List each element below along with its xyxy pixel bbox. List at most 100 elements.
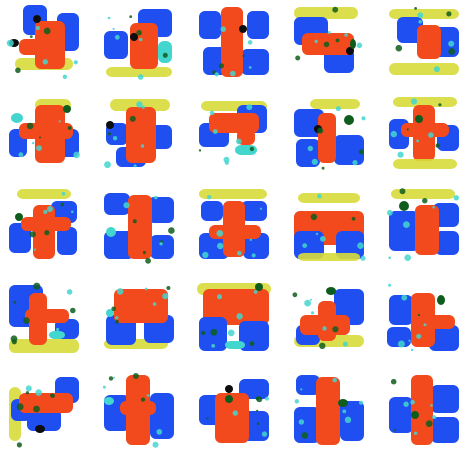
- sample-r5-c4: [290, 371, 368, 449]
- noise-speck: [311, 311, 315, 315]
- noise-speck: [302, 243, 308, 248]
- noise-speck: [18, 152, 24, 158]
- blue-blob: [429, 325, 459, 351]
- sample-r3-c5: [385, 187, 462, 265]
- noise-speck: [388, 256, 391, 259]
- red-blob: [318, 301, 336, 341]
- green-blob: [255, 283, 263, 291]
- yellow-blob: [294, 7, 358, 19]
- yellow-blob: [106, 67, 172, 77]
- noise-speck: [446, 11, 452, 17]
- noise-speck: [26, 122, 34, 130]
- red-blob: [35, 21, 65, 69]
- blue-blob: [387, 327, 411, 347]
- sample-image: [290, 95, 368, 173]
- sample-r2-c2: [100, 95, 178, 173]
- noise-speck: [115, 319, 119, 324]
- noise-speck: [403, 221, 410, 228]
- sample-image: [290, 279, 368, 357]
- sample-r4-c1: [5, 279, 83, 357]
- noise-speck: [448, 48, 456, 55]
- yellow-blob: [298, 253, 360, 261]
- noise-speck: [33, 248, 37, 251]
- sample-r3-c4: [290, 187, 368, 265]
- noise-speck: [335, 38, 340, 43]
- blue-blob: [243, 233, 269, 259]
- yellow-blob: [389, 9, 459, 19]
- sample-r4-c5: [385, 279, 462, 357]
- noise-speck: [15, 67, 21, 74]
- sample-r5-c5: [385, 371, 462, 449]
- noise-speck: [107, 16, 111, 20]
- blue-blob: [336, 231, 364, 259]
- blue-blob: [148, 197, 174, 223]
- noise-speck: [216, 230, 224, 237]
- sample-image: [100, 95, 178, 173]
- noise-speck: [198, 149, 202, 152]
- noise-speck: [166, 286, 171, 290]
- noise-speck: [112, 376, 115, 379]
- noise-speck: [201, 330, 206, 336]
- noise-speck: [416, 333, 422, 339]
- green-blob: [225, 395, 233, 403]
- noise-speck: [168, 227, 175, 234]
- noise-speck: [410, 348, 414, 352]
- yellow-blob: [199, 189, 267, 199]
- red-blob: [25, 309, 69, 323]
- sample-r1-c3: [195, 3, 273, 81]
- noise-speck: [232, 410, 238, 416]
- green-blob: [338, 399, 348, 407]
- noise-speck: [32, 141, 35, 145]
- blue-blob: [57, 227, 77, 255]
- sample-r3-c1: [5, 187, 83, 265]
- noise-speck: [16, 442, 22, 448]
- noise-speck: [448, 40, 455, 47]
- sample-image: [5, 187, 83, 265]
- cyan-blob: [225, 341, 245, 349]
- red-blob: [120, 401, 156, 415]
- red-blob: [417, 25, 441, 59]
- noise-speck: [36, 145, 42, 151]
- noise-speck: [248, 66, 252, 69]
- sample-image: [195, 3, 273, 81]
- cyan-blob: [106, 227, 116, 237]
- noise-speck: [249, 341, 255, 347]
- noise-speck: [246, 104, 253, 111]
- noise-speck: [154, 195, 158, 200]
- noise-speck: [70, 307, 76, 314]
- noise-speck: [116, 288, 124, 295]
- sample-image: [100, 279, 178, 357]
- noise-speck: [29, 231, 36, 238]
- noise-speck: [249, 146, 255, 152]
- red-blob: [411, 315, 455, 329]
- blue-blob: [431, 417, 459, 443]
- sample-image: [385, 371, 462, 449]
- blue-blob: [27, 409, 61, 431]
- noise-speck: [242, 54, 245, 57]
- red-blob: [209, 113, 259, 133]
- sample-r2-c3: [195, 95, 273, 173]
- noise-speck: [112, 27, 115, 31]
- sample-image: [195, 279, 273, 357]
- noise-speck: [342, 409, 347, 414]
- noise-speck: [210, 328, 218, 336]
- noise-speck: [56, 327, 60, 332]
- noise-speck: [50, 393, 53, 397]
- noise-speck: [223, 156, 230, 163]
- black-blob: [225, 385, 233, 393]
- noise-speck: [13, 300, 17, 304]
- noise-speck: [301, 432, 309, 439]
- black-blob: [239, 25, 247, 33]
- noise-speck: [44, 230, 50, 236]
- red-blob: [221, 7, 243, 77]
- noise-speck: [304, 299, 311, 307]
- noise-speck: [323, 41, 330, 48]
- noise-speck: [256, 422, 260, 425]
- noise-speck: [236, 313, 243, 320]
- noise-speck: [319, 342, 326, 349]
- noise-speck: [342, 341, 348, 347]
- sample-r1-c5: [385, 3, 462, 81]
- noise-speck: [408, 339, 411, 342]
- noise-speck: [417, 12, 424, 19]
- black-blob: [130, 33, 138, 41]
